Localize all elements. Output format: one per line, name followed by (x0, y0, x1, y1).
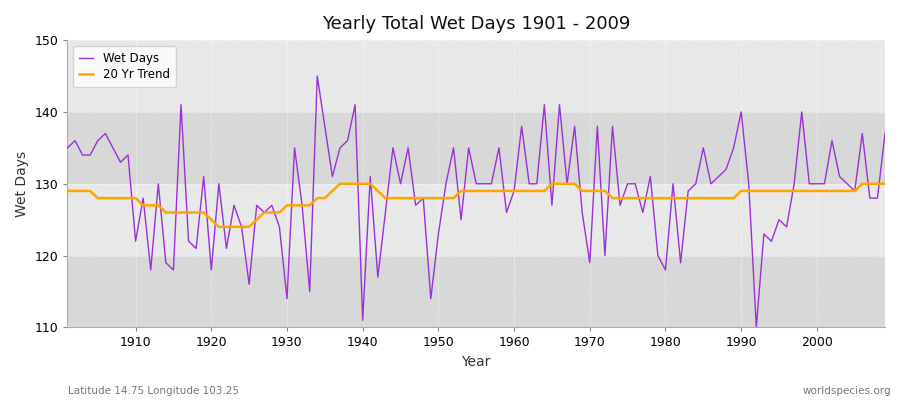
Bar (68, 112, 885, 184)
Bar (68, 256, 885, 328)
Line: 20 Yr Trend: 20 Yr Trend (68, 184, 885, 227)
Bar (68, 184, 885, 256)
Bar (68, 40, 885, 112)
Y-axis label: Wet Days: Wet Days (15, 151, 29, 217)
20 Yr Trend (297, 203, 308, 208)
Wet Days (608, 124, 618, 129)
20 Yr Trend (335, 181, 346, 186)
Wet Days (342, 138, 353, 143)
Wet Days (508, 188, 519, 193)
Wet Days (122, 153, 133, 158)
Line: Wet Days: Wet Days (68, 76, 885, 328)
20 Yr Trend (213, 224, 224, 229)
Text: worldspecies.org: worldspecies.org (803, 386, 891, 396)
20 Yr Trend (879, 181, 890, 186)
Wet Days (879, 131, 890, 136)
X-axis label: Year: Year (462, 355, 490, 369)
20 Yr Trend (517, 188, 527, 193)
Wet Days (517, 124, 527, 129)
Wet Days (62, 146, 73, 150)
20 Yr Trend (62, 188, 73, 193)
Wet Days (289, 146, 300, 150)
Title: Yearly Total Wet Days 1901 - 2009: Yearly Total Wet Days 1901 - 2009 (322, 15, 630, 33)
Legend: Wet Days, 20 Yr Trend: Wet Days, 20 Yr Trend (74, 46, 176, 87)
20 Yr Trend (615, 196, 626, 200)
20 Yr Trend (350, 181, 361, 186)
Wet Days (751, 325, 761, 330)
20 Yr Trend (122, 196, 133, 200)
20 Yr Trend (524, 188, 535, 193)
Text: Latitude 14.75 Longitude 103.25: Latitude 14.75 Longitude 103.25 (68, 386, 238, 396)
Wet Days (312, 74, 323, 78)
